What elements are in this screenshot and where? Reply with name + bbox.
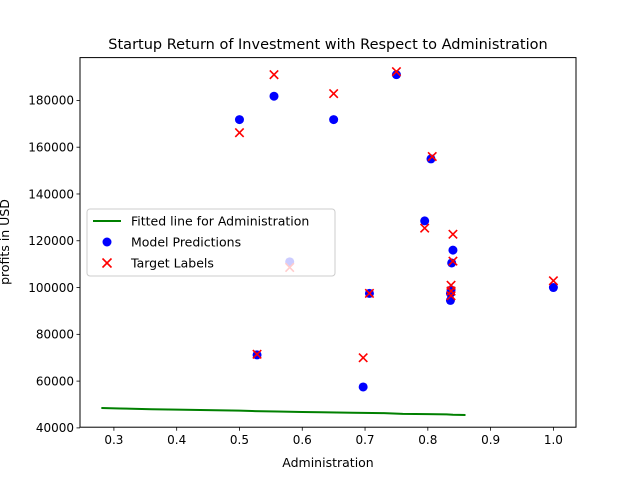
prediction-point [391,70,401,80]
legend-box [86,208,336,277]
x-tick-label: 0.7 [355,433,374,447]
fitted-line [101,407,466,417]
target-point-stroke [548,275,559,286]
prediction-point [234,115,244,125]
target-point [364,288,375,299]
x-axis-label: Administration [282,455,373,470]
y-tick-label: 60000 [36,374,74,388]
target-point [446,290,456,301]
target-point-stroke [269,69,279,80]
plot-layer [101,66,559,417]
prediction-point [269,91,279,101]
prediction-point [445,288,455,298]
target-point-stroke [448,229,458,239]
legend-circle-swatch [102,237,112,247]
target-point [269,69,279,80]
y-tick-label: 160000 [28,140,74,154]
target-point-stroke [448,256,458,266]
target-point-stroke [427,151,437,162]
target-point [448,256,458,266]
x-tick-label: 0.5 [230,433,249,447]
target-point [234,127,245,138]
tick-layer: 0.3 0.4 0.5 0.6 0.7 0.8 0.9 1.0 40000 60000 80000 1… [28,94,563,447]
x-tick-label: 0.4 [167,433,186,447]
target-point [328,88,339,99]
target-point-stroke [234,127,245,138]
y-tick-label: 180000 [28,94,74,108]
y-tick-label: 80000 [36,328,74,342]
x-tick-label: 1.0 [544,433,563,447]
prediction-point [548,283,558,293]
target-point [391,66,402,77]
y-tick-label: 100000 [28,281,74,295]
legend: Fitted line for Administration Model Pre… [86,208,336,277]
x-tick-label: 0.8 [418,433,437,447]
legend-label-model-predictions: Model Predictions [131,235,241,250]
legend-label-fitted-line: Fitted line for Administration [131,214,309,229]
target-point-stroke [252,349,262,359]
target-point [448,229,458,239]
target-point-stroke [446,290,456,301]
target-point-stroke [364,288,375,299]
target-point [419,223,430,233]
y-tick-label: 120000 [28,234,74,248]
x-tick-label: 0.3 [104,433,123,447]
target-point [252,349,262,359]
target-point [358,352,368,363]
prediction-point [448,245,458,255]
y-tick-label: 40000 [36,421,74,435]
legend-label-target-labels: Target Labels [130,256,214,271]
axes-frame [79,57,577,428]
legend-x-swatch [101,257,113,269]
prediction-point [420,216,430,226]
x-tick-label: 0.6 [293,433,312,447]
y-axis-label: profits in USD [0,199,12,285]
target-point-stroke [328,88,339,99]
target-point-stroke [419,223,430,233]
prediction-point [329,115,339,125]
y-tick-label: 140000 [28,187,74,201]
prediction-point [358,382,368,392]
target-point-stroke [391,66,402,77]
target-point [548,275,559,286]
target-point-stroke [358,352,368,363]
chart-title: Startup Return of Investment with Respec… [108,37,547,53]
x-tick-label: 0.9 [481,433,500,447]
target-point [427,151,437,162]
